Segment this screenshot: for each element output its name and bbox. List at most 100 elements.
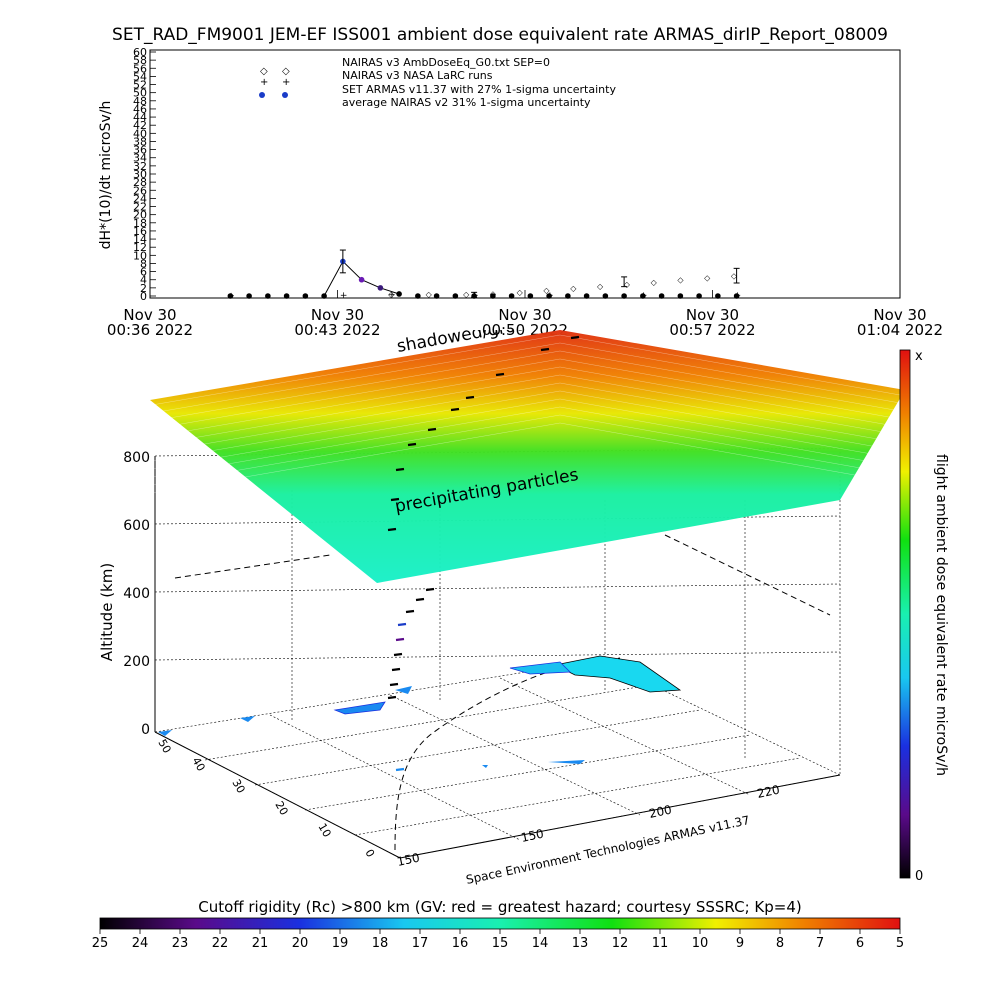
nairas-larc-point: + xyxy=(640,291,648,301)
y-tick-label: 58 xyxy=(133,54,147,67)
nairas-g0-point: ◇ xyxy=(704,274,711,283)
nairas-g0-point: ◇ xyxy=(731,272,738,281)
legend-marker-plus-2: + xyxy=(282,77,290,88)
lon-tick-220: 220 xyxy=(756,782,781,800)
slab-stripe xyxy=(559,374,900,436)
y-tick-label: 30 xyxy=(133,168,147,181)
flight-altitude-mark xyxy=(397,622,407,627)
y-tick-label: 42 xyxy=(133,119,147,132)
flight-altitude-mark xyxy=(387,527,397,532)
nairas-larc-point: + xyxy=(546,291,554,301)
flight-altitude-mark xyxy=(395,467,405,472)
flight-altitude-mark xyxy=(395,767,405,772)
flight-column xyxy=(387,335,580,772)
flight-altitude-mark xyxy=(495,372,505,377)
longitude-axis: 150 200 220 150 xyxy=(396,782,781,868)
armas-data-point xyxy=(377,285,384,291)
data-marks: ◇ ◇ ◇ ◇ ◇ ◇ ◇ ◇ ◇ ◇ ◇ ◇ ◇+ + + + + + + xyxy=(227,249,741,302)
nairas-g0-point: ◇ xyxy=(490,290,497,299)
y-tick-label: 26 xyxy=(133,184,147,197)
slab-stripe xyxy=(559,342,900,404)
armas-data-point xyxy=(696,293,702,299)
armas-data-point xyxy=(396,291,402,297)
lat-tick-20: 20 xyxy=(272,799,290,818)
z-tick-0: 0 xyxy=(141,722,150,738)
cutoff-tick-label: 6 xyxy=(856,936,864,951)
y-tick-label: 48 xyxy=(133,95,147,108)
armas-data-point xyxy=(715,293,721,299)
y-tick-label: 12 xyxy=(133,241,147,254)
y-tick-label: 16 xyxy=(133,225,147,238)
floor-axes xyxy=(154,456,841,859)
lat-tick-10: 10 xyxy=(315,821,333,840)
y-tick-label: 44 xyxy=(133,111,147,124)
slab-stripe xyxy=(151,366,561,438)
flight-altitude-mark xyxy=(387,695,397,700)
nairas-g0-point: ◇ xyxy=(426,290,433,299)
error-bar xyxy=(621,276,628,288)
flight-altitude-mark xyxy=(395,637,405,642)
lon-tick-160: 150 xyxy=(520,826,545,844)
z-tick-200: 200 xyxy=(123,654,150,670)
cutoff-tick-label: 24 xyxy=(132,936,149,951)
slab-stripe xyxy=(151,334,561,406)
armas-data-point xyxy=(415,293,421,299)
x-tick-date: Nov 30 xyxy=(123,306,176,324)
flight-altitude-mark xyxy=(405,609,415,614)
armas-data-point xyxy=(733,293,740,299)
slab-stripe xyxy=(559,398,900,460)
cutoff-tick-label: 8 xyxy=(776,936,784,951)
shadow-path-lines xyxy=(174,534,831,851)
y-axis-ticks: 0246810121416182022242628303234363840424… xyxy=(133,46,156,303)
slab-stripe xyxy=(559,366,900,428)
y-axis-label: dH*(10)/dt microSv/h xyxy=(98,101,114,250)
y-tick-label: 10 xyxy=(133,249,147,262)
cutoff-colorbar-title: Cutoff rigidity (Rc) >800 km (GV: red = … xyxy=(198,898,801,916)
cutoff-tick-label: 19 xyxy=(332,936,349,951)
z-tick-600: 600 xyxy=(123,518,150,534)
flight-altitude-mark xyxy=(407,442,417,447)
nairas-larc-point: + xyxy=(471,291,479,301)
z-tick-400: 400 xyxy=(123,586,150,602)
altitude-axis: Altitude (km) 0 200 400 600 800 xyxy=(98,450,150,738)
y-tick-label: 46 xyxy=(133,103,147,116)
x-tick-date: Nov 30 xyxy=(498,306,551,324)
latitude-axis: 50 40 30 20 10 0 xyxy=(155,737,377,860)
nairas-g0-point: ◇ xyxy=(517,288,524,297)
cutoff-tick-label: 17 xyxy=(412,936,429,951)
cutoff-tick-label: 14 xyxy=(532,936,549,951)
nairas-g0-point: ◇ xyxy=(570,284,577,293)
armas-data-point xyxy=(602,293,609,299)
precipitation-slab xyxy=(150,330,900,583)
cutoff-tick-label: 5 xyxy=(896,936,904,951)
nairas-g0-point: ◇ xyxy=(388,290,395,299)
cutoff-tick-label: 9 xyxy=(736,936,744,951)
y-tick-label: 32 xyxy=(133,160,147,173)
cutoff-tick-label: 10 xyxy=(692,936,709,951)
slab-stripe xyxy=(151,342,561,414)
armas-data-point xyxy=(302,293,309,299)
legend-marker-dot-1 xyxy=(259,92,265,98)
flight-altitude-mark xyxy=(391,667,401,672)
armas-data-point xyxy=(452,293,459,299)
cutoff-tick-label: 21 xyxy=(252,936,269,951)
armas-data-point xyxy=(227,293,234,299)
slab-stripe xyxy=(151,374,561,446)
armas-data-point xyxy=(321,293,327,299)
slab-stripe xyxy=(559,358,900,420)
z-tick-800: 800 xyxy=(123,450,150,466)
cutoff-tick-label: 25 xyxy=(92,936,109,951)
slab-stripe xyxy=(559,390,900,452)
nairas-g0-point: ◇ xyxy=(597,282,604,291)
cutoff-tick-label: 20 xyxy=(292,936,309,951)
slab-stripe xyxy=(151,390,561,462)
lon-tick-200: 200 xyxy=(648,802,673,820)
y-tick-label: 6 xyxy=(140,266,147,279)
y-tick-label: 22 xyxy=(133,201,147,214)
armas-data-point xyxy=(565,293,571,299)
flight-altitude-mark xyxy=(393,652,403,657)
flight-altitude-mark xyxy=(465,395,475,400)
y-tick-label: 36 xyxy=(133,144,147,157)
x-tick-date: Nov 30 xyxy=(686,306,739,324)
armas-data-point xyxy=(265,293,271,299)
